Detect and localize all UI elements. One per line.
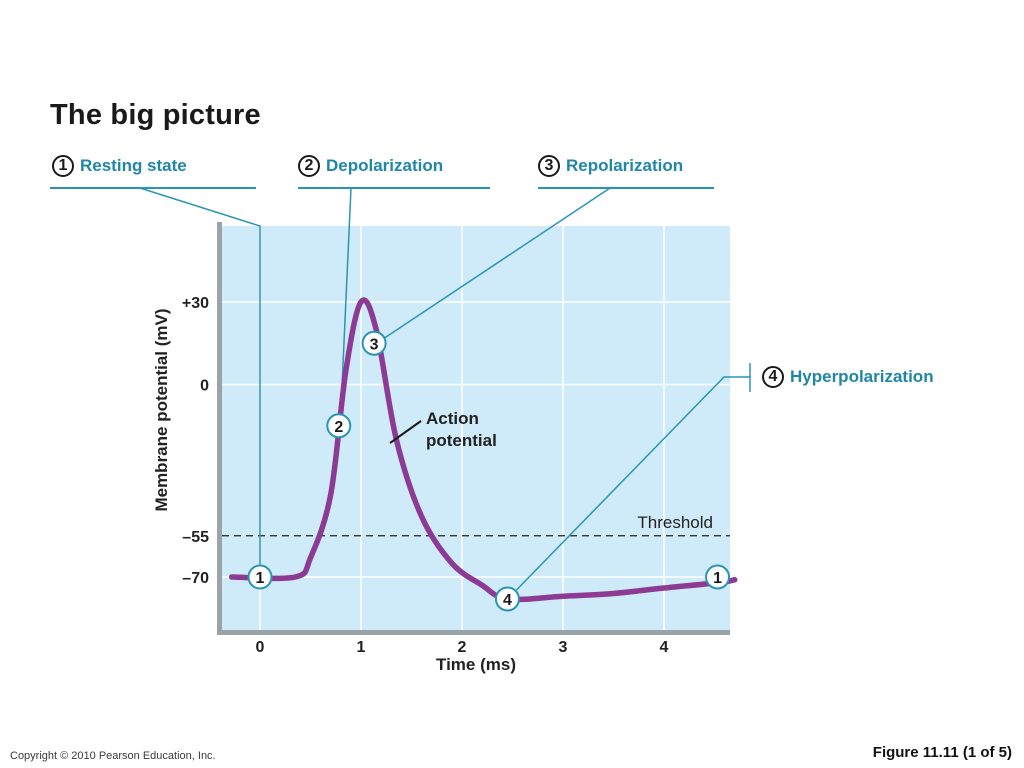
figure-label: Figure 11.11 (1 of 5) [872, 744, 1012, 761]
callout-circle [705, 564, 731, 590]
stage-underline [538, 187, 714, 189]
callout-circle [326, 413, 352, 439]
stage-number-badge: 4 [762, 366, 784, 388]
callout-number: 3 [370, 336, 379, 353]
copyright: Copyright © 2010 Pearson Education, Inc. [10, 750, 216, 762]
series-label-line-2: potential [426, 431, 497, 450]
y-tick-label: –55 [182, 529, 209, 546]
x-tick-label: 2 [458, 639, 467, 656]
series-label-pointer [389, 420, 422, 444]
x-axis-bar [217, 630, 730, 635]
stage-repolarization: 3 Repolarization [538, 155, 683, 177]
stage-number-badge: 2 [298, 155, 320, 177]
x-tick-label: 4 [660, 639, 669, 656]
curve-callouts: 1 2 3 4 1 [247, 330, 731, 612]
stage-number-badge: 1 [52, 155, 74, 177]
stage-label: Repolarization [566, 156, 684, 175]
x-tick-labels: 0 1 2 3 4 [256, 639, 669, 656]
series-label: Action potential [426, 409, 497, 450]
stage-depolarization: 2 Depolarization [298, 155, 443, 177]
page-title: The big picture [50, 99, 261, 131]
axes-frame [217, 222, 730, 635]
stage-hyperpolarization: 4 Hyperpolarization [762, 366, 934, 388]
y-axis-label: Membrane potential (mV) [152, 308, 171, 511]
x-axis-label: Time (ms) [436, 655, 516, 674]
y-tick-label: +30 [182, 295, 209, 312]
stage-underline [298, 187, 490, 189]
leader-line-repolarization [383, 187, 611, 339]
callout-leader-lines [139, 187, 751, 591]
stage-label: Resting state [80, 156, 187, 175]
callout-number: 1 [713, 570, 722, 587]
threshold-label: Threshold [637, 513, 713, 532]
stage-number-badge: 3 [538, 155, 560, 177]
series-label-line-1: Action [426, 409, 479, 428]
stage-label: Depolarization [326, 156, 444, 175]
leader-line-resting [139, 187, 261, 565]
stage-underline [50, 187, 256, 189]
plot-area [222, 226, 730, 630]
leader-line-hyperpolarization [515, 376, 750, 591]
callout-number: 2 [334, 419, 343, 436]
stage-resting-state: 1 Resting state [52, 155, 187, 177]
x-tick-label: 3 [559, 639, 568, 656]
callout-number: 4 [503, 592, 512, 609]
y-tick-label: 0 [200, 378, 209, 395]
callout-number: 1 [256, 570, 265, 587]
y-axis-bar [217, 222, 222, 635]
action-potential-curve [228, 297, 738, 603]
stage-label: Hyperpolarization [790, 367, 934, 386]
callout-circle [247, 564, 273, 590]
callout-circle [494, 586, 520, 612]
y-tick-label: –70 [182, 570, 209, 587]
y-tick-labels: +30 0 –55 –70 [182, 295, 209, 587]
callout-circle [361, 330, 387, 356]
x-tick-label: 1 [357, 639, 366, 656]
x-tick-label: 0 [256, 639, 265, 656]
